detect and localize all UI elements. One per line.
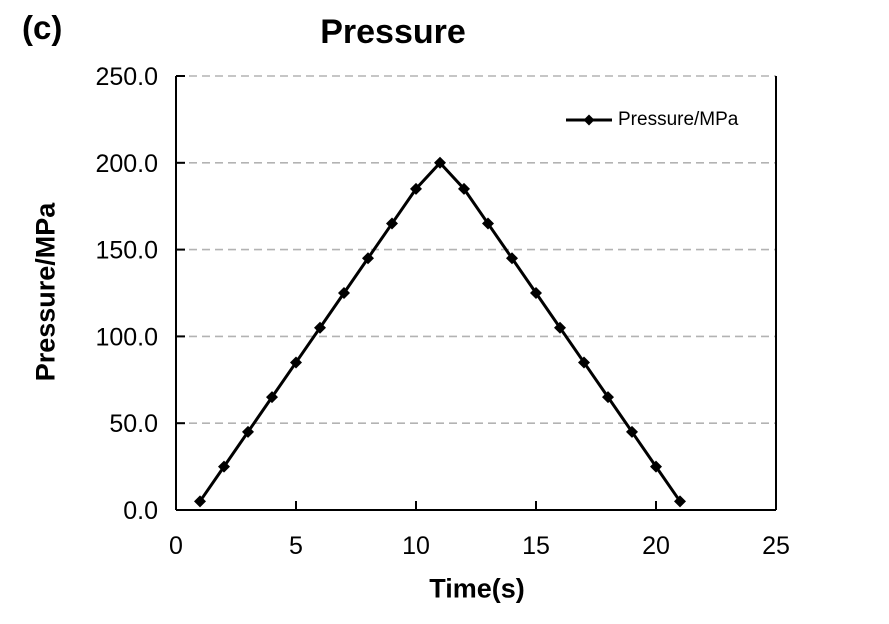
- x-tick-label: 15: [522, 532, 550, 560]
- y-tick-label: 200.0: [95, 150, 158, 178]
- figure-label: (c): [22, 9, 63, 46]
- x-tick-label: 25: [762, 532, 790, 560]
- data-point-marker: [290, 356, 302, 369]
- legend-line-marker-icon: [566, 114, 612, 126]
- data-point-marker: [602, 391, 614, 404]
- legend: Pressure/MPa: [566, 109, 738, 131]
- legend-label: Pressure/MPa: [618, 109, 739, 130]
- chart-title: Pressure: [320, 13, 466, 51]
- data-point-marker: [362, 252, 374, 265]
- y-tick-label: 250.0: [95, 63, 158, 91]
- data-point-marker: [458, 182, 470, 195]
- data-point-marker: [338, 287, 350, 299]
- data-point-marker: [434, 156, 446, 169]
- data-point-marker: [218, 460, 230, 473]
- data-point-marker: [314, 321, 326, 334]
- data-point-marker: [194, 495, 206, 508]
- data-point-marker: [554, 321, 566, 334]
- data-point-marker: [674, 495, 686, 508]
- data-point-marker: [650, 460, 662, 473]
- x-tick-label: 0: [169, 532, 183, 560]
- y-tick-label: 50.0: [109, 410, 158, 438]
- data-point-marker: [266, 391, 278, 404]
- data-point-marker: [386, 217, 398, 230]
- data-point-marker: [410, 182, 422, 195]
- series-line: [198, 160, 682, 503]
- data-point-marker: [626, 425, 638, 438]
- data-point-marker: [530, 287, 542, 299]
- x-tick-label: 10: [402, 532, 430, 560]
- y-tick-label: 0.0: [123, 497, 158, 525]
- x-tick-label: 20: [642, 532, 670, 560]
- data-point-marker: [578, 356, 590, 369]
- y-tick-label: 100.0: [95, 323, 158, 351]
- data-point-marker: [506, 252, 518, 265]
- x-tick-label: 5: [289, 532, 303, 560]
- data-point-marker: [482, 217, 494, 230]
- y-tick-label: 150.0: [95, 237, 158, 265]
- x-axis-title: Time(s): [429, 573, 525, 604]
- data-point-marker: [242, 425, 254, 438]
